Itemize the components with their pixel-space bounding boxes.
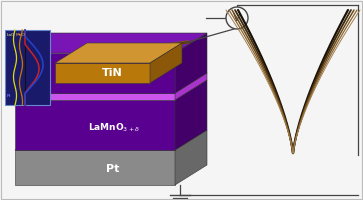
Polygon shape <box>175 130 207 185</box>
Polygon shape <box>15 53 175 93</box>
Polygon shape <box>15 73 207 93</box>
Text: V: V <box>233 13 241 23</box>
Polygon shape <box>15 80 207 100</box>
Polygon shape <box>175 73 207 100</box>
Polygon shape <box>55 63 150 83</box>
Bar <box>5 30 50 105</box>
Polygon shape <box>15 150 175 185</box>
Polygon shape <box>15 130 207 150</box>
Polygon shape <box>55 43 182 63</box>
Text: Pt: Pt <box>7 94 11 98</box>
Polygon shape <box>15 93 175 100</box>
Polygon shape <box>175 80 207 150</box>
Text: TiN: TiN <box>102 68 122 78</box>
Text: MnO: MnO <box>16 33 26 37</box>
Text: LaMnO$_{3+\delta}$: LaMnO$_{3+\delta}$ <box>88 121 140 134</box>
Polygon shape <box>15 100 175 150</box>
Text: LaO: LaO <box>7 33 15 37</box>
Text: Pt: Pt <box>106 164 119 174</box>
Polygon shape <box>175 33 207 93</box>
Polygon shape <box>15 33 207 53</box>
Circle shape <box>226 7 248 29</box>
Polygon shape <box>150 43 182 83</box>
